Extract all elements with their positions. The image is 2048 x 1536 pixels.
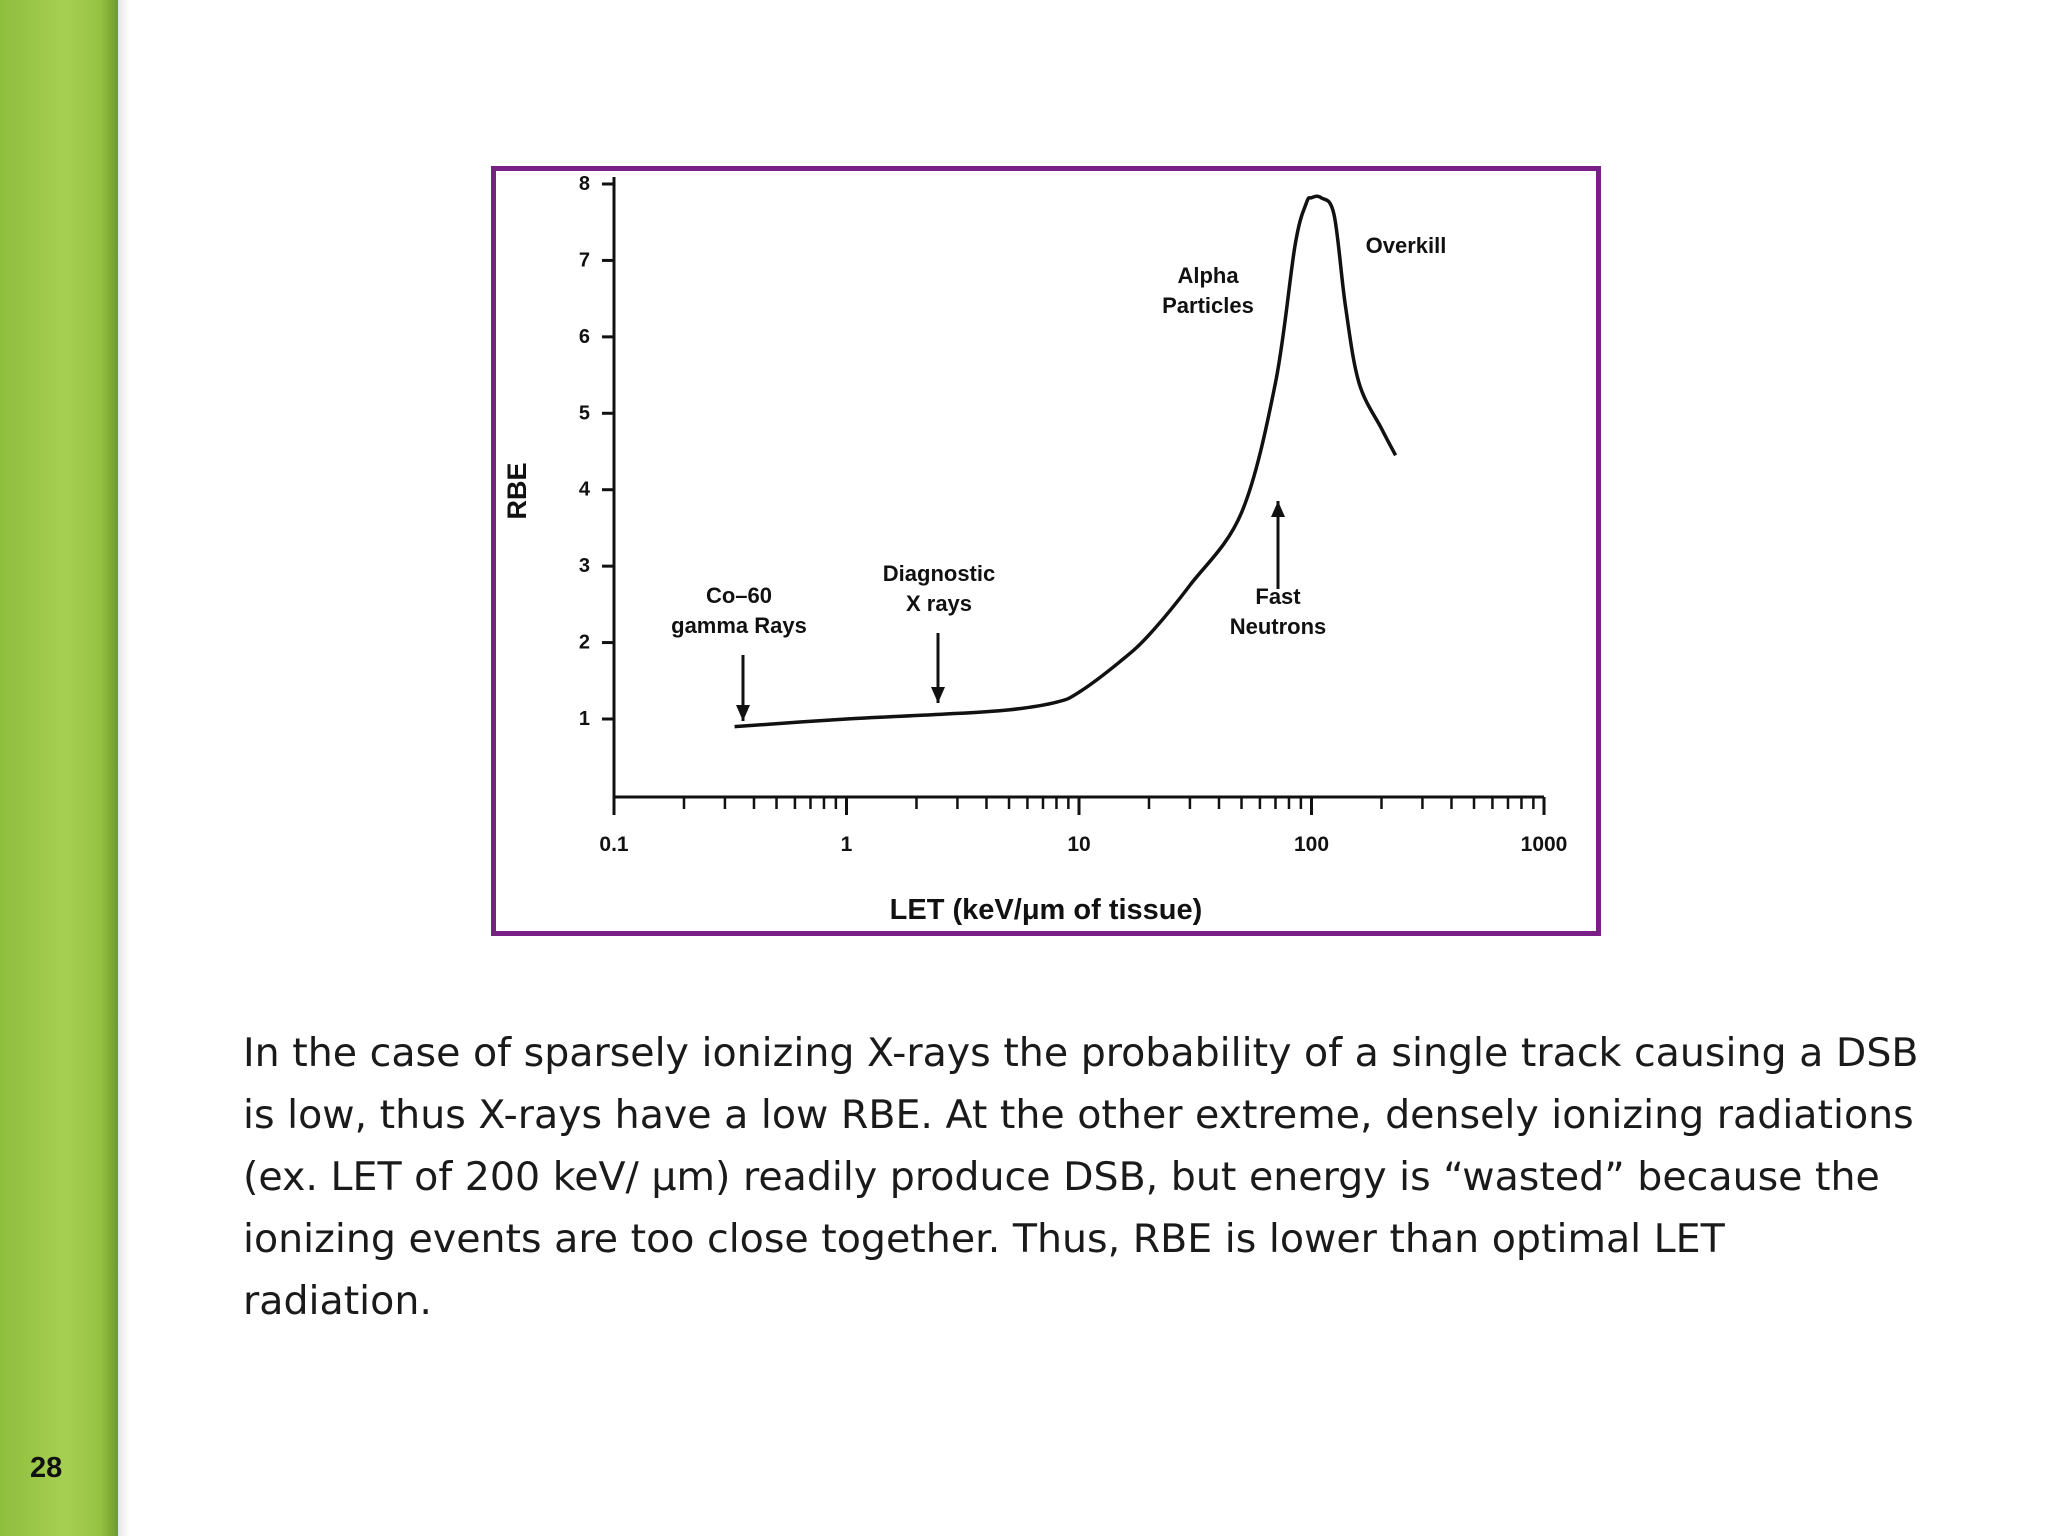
y-tick-label: 7 — [579, 249, 590, 271]
y-tick-label: 6 — [579, 326, 590, 348]
x-tick-label: 10 — [1067, 833, 1090, 856]
annotation-diagx-line: X rays — [906, 591, 972, 616]
annotation-co60-line: Co–60 — [706, 583, 772, 608]
rbe-let-chart: 1 2 3 4 5 6 7 8 0.1 1 10 100 1000 Co–60 gamma Rays Dia… — [502, 173, 1568, 926]
annotation-overkill-line: Overkill — [1366, 233, 1447, 258]
sidebar-accent — [0, 0, 118, 1536]
slide-number: 28 — [30, 1452, 63, 1484]
annotation-alpha-line: Particles — [1162, 293, 1254, 318]
rbe-curve-line — [734, 194, 1398, 729]
annotation-co60-line: gamma Rays — [671, 613, 807, 638]
x-tick-label: 1 — [841, 833, 853, 856]
y-axis-label: RBE — [502, 462, 532, 519]
y-tick-label: 3 — [579, 555, 590, 577]
x-axis-label: LET (keV/μm of tissue) — [890, 894, 1203, 926]
annotation-diagx-line: Diagnostic — [883, 561, 995, 586]
annotation-diagx-arrow-head — [931, 687, 945, 703]
body-paragraph: In the case of sparsely ionizing X-rays … — [243, 1030, 1919, 1324]
x-tick-label: 0.1 — [599, 833, 629, 856]
annotation-alpha-line: Alpha — [1177, 263, 1239, 288]
y-tick-label: 5 — [579, 402, 590, 424]
x-tick-label: 100 — [1294, 833, 1329, 856]
y-tick-label: 4 — [579, 479, 591, 501]
sidebar-shadow — [118, 0, 130, 1536]
y-tick-label: 1 — [579, 708, 590, 730]
annotation-neutrons-line: Neutrons — [1230, 614, 1327, 639]
y-tick-label: 2 — [579, 632, 590, 654]
annotation-co60-arrow-head — [736, 705, 750, 721]
chart-frame: 1 2 3 4 5 6 7 8 0.1 1 10 100 1000 Co–60 gamma Rays Dia… — [491, 166, 1601, 936]
x-tick-label: 1000 — [1521, 833, 1568, 856]
y-tick-label: 8 — [579, 173, 590, 195]
annotation-neutrons-arrow-head — [1271, 501, 1285, 517]
